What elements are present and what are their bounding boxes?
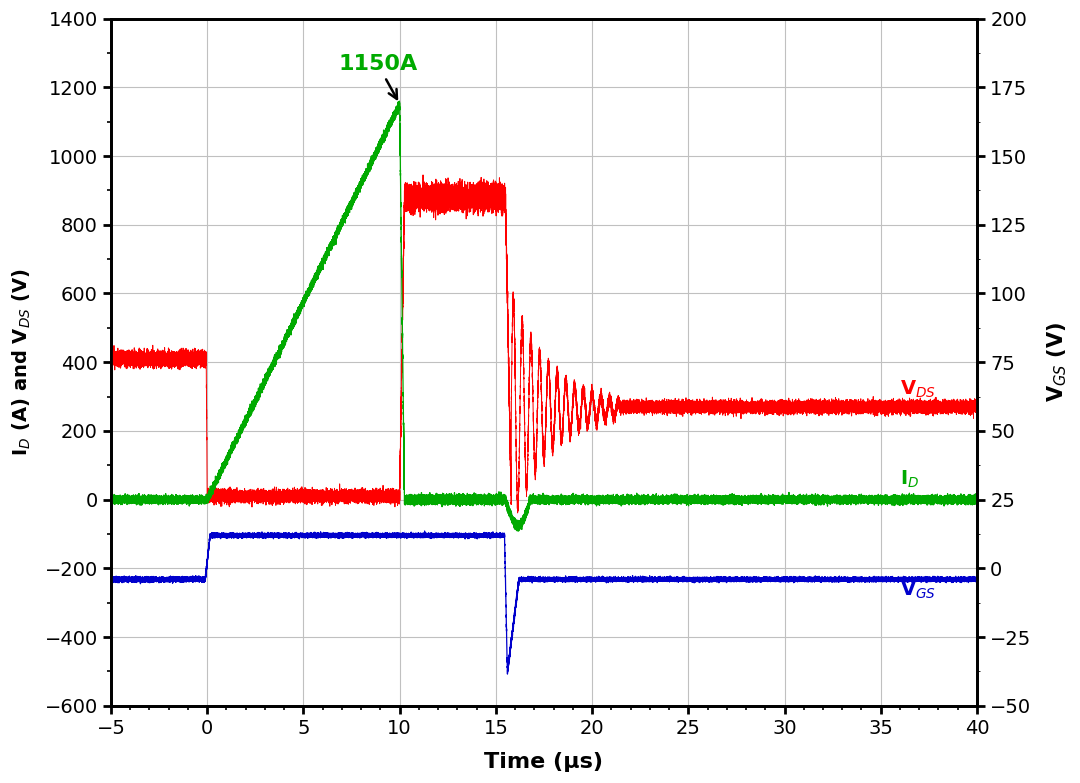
X-axis label: Time (μs): Time (μs)	[485, 752, 604, 772]
Text: I$_D$: I$_D$	[900, 468, 919, 489]
Text: V$_{DS}$: V$_{DS}$	[900, 379, 936, 400]
Text: 1150A: 1150A	[338, 54, 417, 99]
Y-axis label: V$_{GS}$ (V): V$_{GS}$ (V)	[1045, 322, 1069, 402]
Text: V$_{GS}$: V$_{GS}$	[900, 579, 936, 601]
Y-axis label: I$_D$ (A) and V$_{DS}$ (V): I$_D$ (A) and V$_{DS}$ (V)	[11, 269, 33, 456]
